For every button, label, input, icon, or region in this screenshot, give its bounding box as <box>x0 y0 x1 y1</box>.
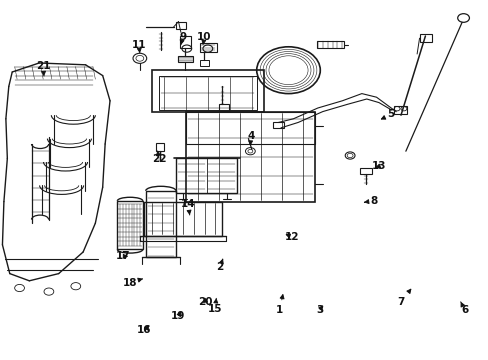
Bar <box>144 202 222 236</box>
Text: 13: 13 <box>371 161 386 171</box>
Bar <box>219 104 228 111</box>
Text: 11: 11 <box>131 40 146 53</box>
Bar <box>117 201 142 249</box>
Text: 5: 5 <box>381 109 394 120</box>
Text: 18: 18 <box>122 278 142 288</box>
Text: 21: 21 <box>36 60 50 76</box>
Bar <box>155 143 164 151</box>
Text: 8: 8 <box>364 196 376 206</box>
Text: 14: 14 <box>181 199 195 215</box>
Text: 22: 22 <box>151 151 166 164</box>
Bar <box>316 41 343 48</box>
Text: 17: 17 <box>116 251 130 261</box>
Text: 16: 16 <box>137 325 151 336</box>
Text: 4: 4 <box>246 131 254 145</box>
Bar <box>272 122 283 128</box>
Bar <box>159 76 256 110</box>
Bar <box>359 168 371 174</box>
Bar <box>176 22 185 29</box>
Bar <box>199 43 216 52</box>
Bar <box>176 158 237 193</box>
Text: 15: 15 <box>207 298 222 314</box>
Bar <box>185 112 315 202</box>
Text: 9: 9 <box>179 32 186 45</box>
Text: 20: 20 <box>198 297 212 307</box>
Text: 19: 19 <box>171 311 185 321</box>
Bar <box>145 191 176 257</box>
Text: 1: 1 <box>276 295 284 315</box>
Bar <box>151 70 264 112</box>
Bar <box>185 112 315 144</box>
Bar <box>199 60 209 66</box>
Text: 3: 3 <box>316 305 323 315</box>
Text: 7: 7 <box>396 289 410 307</box>
Text: 12: 12 <box>285 232 299 242</box>
Bar <box>393 106 407 114</box>
Bar <box>180 36 190 48</box>
Bar <box>419 34 431 42</box>
Bar <box>177 56 193 62</box>
Text: 2: 2 <box>216 259 223 272</box>
Text: 10: 10 <box>197 32 211 45</box>
Text: 6: 6 <box>460 302 467 315</box>
